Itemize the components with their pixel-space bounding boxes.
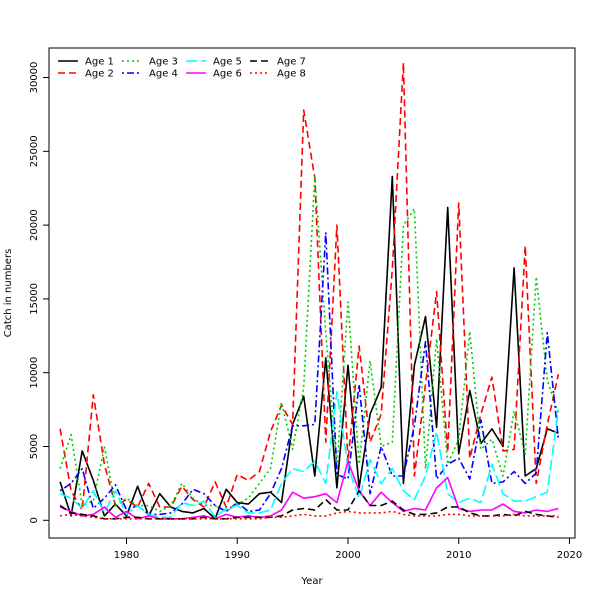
legend-label-age-1: Age 1 [85,57,114,68]
x-tick-label: 2000 [335,550,360,561]
legend-label-age-2: Age 2 [85,69,114,80]
y-tick-label: 25000 [29,135,40,167]
y-tick-label: 30000 [29,62,40,94]
y-tick-label: 5000 [29,434,40,459]
y-tick-label: 0 [29,517,40,523]
x-tick-label: 1990 [225,550,250,561]
y-tick-label: 10000 [29,357,40,389]
series-line-age-6 [59,460,559,520]
series-line-age-1 [59,175,559,520]
y-tick-label: 20000 [29,209,40,241]
y-axis-title: Catch in numbers [3,249,14,338]
series-line-age-4 [59,231,560,516]
legend-label-age-6: Age 6 [213,69,242,80]
x-axis-title: Year [300,576,323,587]
series-line-age-3 [59,175,560,513]
y-axis: 0 5000 10000 15000 20000 25000 30000 [29,62,49,523]
plot-frame [48,47,576,539]
series-line-age-5 [59,391,560,519]
series-layer [59,61,560,520]
legend-label-age-7: Age 7 [277,57,306,68]
legend-label-age-3: Age 3 [149,57,178,68]
x-tick-label: 2010 [446,550,471,561]
legend-label-age-5: Age 5 [213,57,242,68]
x-tick-label: 1980 [114,550,139,561]
x-tick-label: 2020 [557,550,582,561]
series-line-age-2 [59,61,560,511]
legend-label-age-4: Age 4 [149,69,178,80]
y-tick-label: 15000 [29,283,40,315]
x-axis: 1980 1990 2000 2010 2020 [114,538,582,561]
legend-label-age-8: Age 8 [277,69,306,80]
series-line-age-7 [59,489,559,520]
